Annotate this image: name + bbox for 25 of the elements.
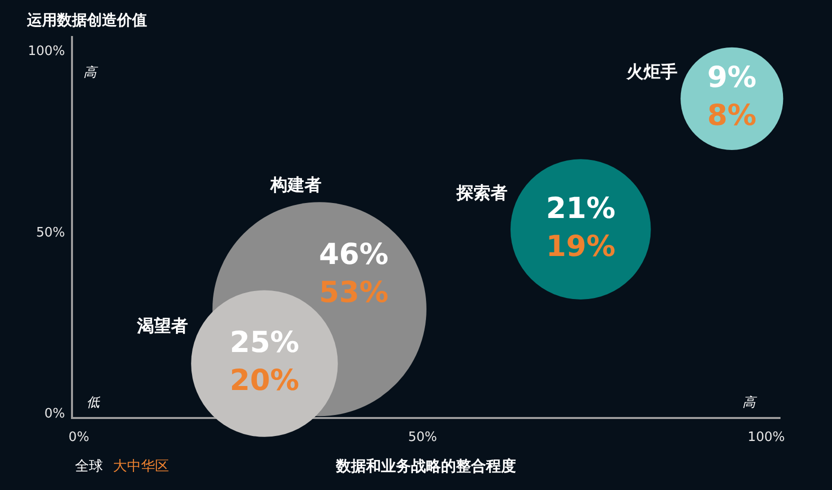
x-tick-label: 100% [748, 430, 785, 446]
annotation: 53% [318, 274, 388, 309]
y-tick-label: 0% [44, 406, 65, 422]
text: 全球 [75, 458, 103, 475]
x-tick-label: 50% [408, 430, 438, 446]
annotation: 25% [230, 325, 300, 360]
annotation: 低 [86, 394, 100, 410]
annotation: 21% [546, 190, 616, 225]
annotation: 19% [546, 228, 616, 263]
x-tick-label: 0% [68, 430, 90, 446]
annotation: 9% [707, 60, 757, 94]
annotation: 46% [318, 236, 388, 271]
annotation: 20% [230, 363, 300, 398]
annotation: 火炬手 [626, 62, 678, 82]
text: 大中华区 [113, 458, 169, 475]
y-tick-label: 100% [28, 44, 65, 59]
y-tick-label: 50% [36, 225, 65, 240]
annotation: 探索者 [455, 184, 508, 203]
annotation: 高 [84, 64, 98, 80]
annotation: 构建者 [269, 176, 322, 195]
annotation: 渴望者 [136, 316, 188, 336]
x-axis-title: 数据和业务战略的整合程度 [335, 456, 516, 475]
annotation: 高 [742, 394, 758, 410]
y-axis-title: 运用数据创造价值 [27, 11, 147, 30]
annotation: 8% [707, 98, 757, 132]
